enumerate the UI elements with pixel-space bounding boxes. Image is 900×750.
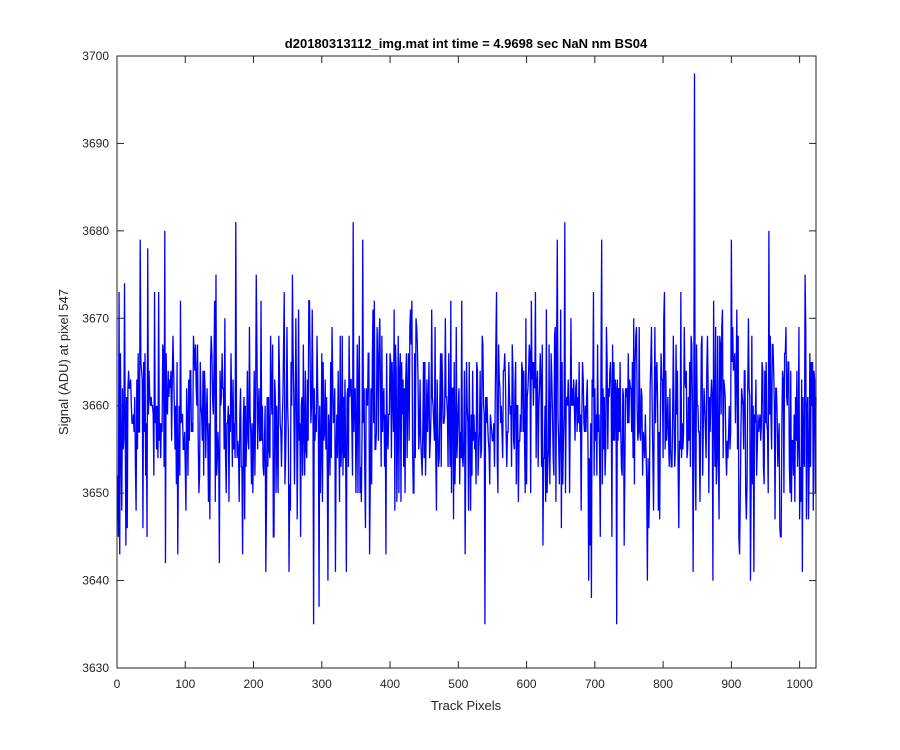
y-tick-label: 3700 bbox=[82, 49, 109, 63]
y-tick-label: 3670 bbox=[82, 311, 109, 325]
x-tick-label: 500 bbox=[448, 677, 468, 691]
y-tick-label: 3660 bbox=[82, 399, 109, 413]
x-tick-label: 300 bbox=[312, 677, 332, 691]
x-tick-label: 700 bbox=[585, 677, 605, 691]
x-axis: 0 100 200 300 400 500 600 700 800 900 1000 bbox=[114, 56, 813, 691]
x-tick-label: 0 bbox=[114, 677, 121, 691]
x-tick-label: 800 bbox=[653, 677, 673, 691]
x-tick-label: 600 bbox=[517, 677, 537, 691]
x-axis-label: Track Pixels bbox=[431, 698, 502, 713]
x-tick-label: 200 bbox=[244, 677, 264, 691]
chart-title: d20180313112_img.mat int time = 4.9698 s… bbox=[285, 36, 648, 51]
y-tick-label: 3630 bbox=[82, 661, 109, 675]
series-line bbox=[117, 73, 817, 625]
y-tick-label: 3650 bbox=[82, 486, 109, 500]
y-axis-label: Signal (ADU) at pixel 547 bbox=[56, 289, 71, 435]
y-tick-label: 3680 bbox=[82, 224, 109, 238]
x-tick-label: 400 bbox=[380, 677, 400, 691]
y-tick-label: 3640 bbox=[82, 574, 109, 588]
axes-box bbox=[116, 55, 817, 669]
y-axis: 3630 3640 3650 3660 3670 3680 3690 3700 bbox=[82, 49, 816, 675]
x-tick-label: 100 bbox=[175, 677, 195, 691]
data-series-lines bbox=[117, 73, 817, 625]
y-tick-label: 3690 bbox=[82, 136, 109, 150]
x-tick-label: 900 bbox=[721, 677, 741, 691]
x-tick-label: 1000 bbox=[786, 677, 813, 691]
